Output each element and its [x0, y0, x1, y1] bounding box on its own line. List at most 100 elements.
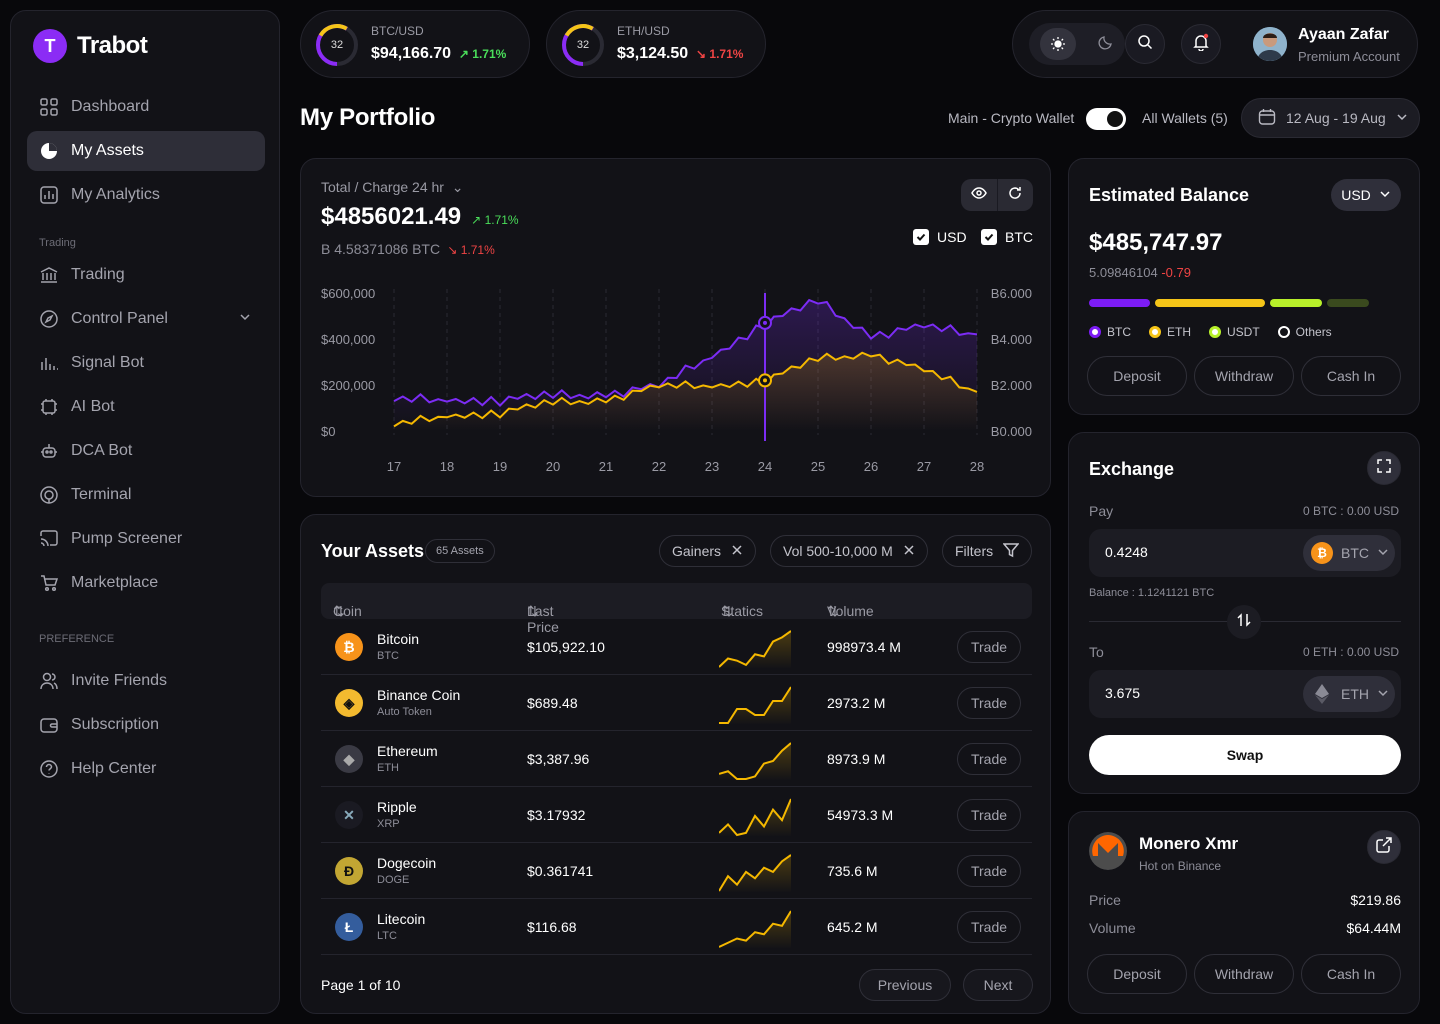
table-row[interactable]: Ð Dogecoin DOGE $0.361741 735.6 M Trade — [321, 843, 1032, 899]
cash-in-button[interactable]: Cash In — [1301, 954, 1401, 994]
search-button[interactable] — [1125, 24, 1165, 64]
assets-card: Your Assets 65 Assets Gainers Vol 500-10… — [300, 514, 1051, 1014]
sidebar-item-control-panel[interactable]: Control Panel — [27, 299, 265, 339]
close-icon[interactable] — [731, 543, 743, 559]
previous-button[interactable]: Previous — [859, 969, 951, 1001]
date-range-picker[interactable]: 12 Aug - 19 Aug — [1241, 98, 1420, 138]
sparkline-area — [719, 687, 791, 725]
to-amount-field[interactable]: 3.675 ETH — [1089, 670, 1401, 718]
sidebar-item-my-analytics[interactable]: My Analytics — [27, 175, 265, 215]
sidebar-item-help-center[interactable]: Help Center — [27, 749, 265, 789]
total-period-select[interactable]: Total / Charge 24 hr ⌄ — [321, 179, 463, 196]
next-button[interactable]: Next — [963, 969, 1033, 1001]
sidebar-item-label: Terminal — [71, 486, 132, 503]
refresh-button[interactable] — [998, 179, 1034, 211]
hover-point-usd-core — [763, 320, 767, 325]
signal-icon — [39, 353, 59, 373]
trading-section-label: Trading — [39, 237, 76, 249]
cash-in-button[interactable]: Cash In — [1301, 356, 1401, 396]
sidebar-item-invite-friends[interactable]: Invite Friends — [27, 661, 265, 701]
to-amount-input[interactable]: 3.675 — [1105, 685, 1141, 701]
sidebar-item-subscription[interactable]: Subscription — [27, 705, 265, 745]
table-row[interactable]: ◆ Ethereum ETH $3,387.96 8973.9 M Trade — [321, 731, 1032, 787]
wallet-switch[interactable] — [1086, 108, 1126, 130]
theme-toggle[interactable] — [1029, 23, 1125, 65]
chevron-down-icon — [1396, 110, 1408, 126]
table-row[interactable]: ✕ Ripple XRP $3.17932 54973.3 M Trade — [321, 787, 1032, 843]
y-left-tick-label: $600,000 — [321, 286, 375, 301]
sidebar-item-label: DCA Bot — [71, 442, 133, 459]
sidebar-item-pump-screener[interactable]: Pump Screener — [27, 519, 265, 559]
table-row[interactable]: ₿ Bitcoin BTC $105,922.10 998973.4 M Trade — [321, 619, 1032, 675]
volume-value: $64.44M — [1346, 920, 1401, 936]
trade-button[interactable]: Trade — [957, 799, 1021, 831]
table-row[interactable]: Ł Litecoin LTC $116.68 645.2 M Trade — [321, 899, 1032, 955]
withdraw-button[interactable]: Withdraw — [1194, 356, 1294, 396]
filters-button[interactable]: Filters — [942, 535, 1033, 567]
withdraw-button[interactable]: Withdraw — [1194, 954, 1294, 994]
portfolio-line-chart[interactable]: 17 18 19 20 21 22 23 24 25 26 27 28 $600,000 $400,000… — [301, 277, 1052, 487]
sidebar-item-dca-bot[interactable]: DCA Bot — [27, 431, 265, 471]
deposit-button[interactable]: Deposit — [1087, 954, 1187, 994]
pay-amount-input[interactable]: 0.4248 — [1105, 544, 1148, 560]
swap-button[interactable]: Swap — [1089, 735, 1401, 775]
table-row[interactable]: ◈ Binance Coin Auto Token $689.48 2973.2 M Tr… — [321, 675, 1032, 731]
avatar[interactable] — [1253, 27, 1287, 61]
sidebar-item-trading[interactable]: Trading — [27, 255, 265, 295]
swap-direction-button[interactable] — [1227, 605, 1261, 639]
sidebar-item-marketplace[interactable]: Marketplace — [27, 563, 265, 603]
ticker-eth[interactable]: 32 ETH/USD $3,124.50 ↘ 1.71% — [546, 10, 766, 78]
expand-button[interactable] — [1367, 451, 1401, 485]
bitcoin-icon: ₿ — [1311, 542, 1333, 564]
trade-button[interactable]: Trade — [957, 687, 1021, 719]
btc-checkbox[interactable]: BTC — [981, 229, 1033, 245]
moon-icon[interactable] — [1098, 34, 1114, 55]
to-coin-select[interactable]: ETH — [1303, 676, 1395, 712]
sidebar-item-label: My Assets — [71, 142, 144, 159]
sidebar-item-dashboard[interactable]: Dashboard — [27, 87, 265, 127]
coin-icon: ◈ — [335, 689, 363, 717]
external-link-icon — [1376, 836, 1392, 858]
coin-symbol: BTC — [377, 650, 399, 662]
trade-button[interactable]: Trade — [957, 631, 1021, 663]
sidebar-item-my-assets[interactable]: My Assets — [27, 131, 265, 171]
btc-checkbox-label: BTC — [1005, 229, 1033, 245]
series-line-usd — [393, 298, 978, 407]
currency-select[interactable]: USD — [1331, 179, 1401, 211]
pay-amount-field[interactable]: 0.4248 ₿ BTC — [1089, 529, 1401, 577]
hover-point-btc-core — [763, 378, 767, 383]
last-price: $116.68 — [527, 919, 577, 935]
sidebar-item-terminal[interactable]: Terminal — [27, 475, 265, 515]
ring-percent: 32 — [330, 39, 344, 51]
open-external-button[interactable] — [1367, 830, 1401, 864]
close-icon[interactable] — [903, 543, 915, 559]
total-period-label: Total / Charge 24 hr — [321, 179, 444, 195]
hot-coin-price-row: Price $219.86 — [1089, 892, 1401, 908]
chevron-down-icon — [1377, 686, 1389, 702]
hot-coin-card: Monero Xmr Hot on Binance Price $219.86 … — [1068, 811, 1420, 1014]
filter-chip-gainers[interactable]: Gainers — [659, 535, 757, 567]
pay-coin-select[interactable]: ₿ BTC — [1303, 535, 1395, 571]
ticker-change: ↘ 1.71% — [693, 47, 743, 61]
brand-logo[interactable]: T Trabot — [33, 29, 148, 63]
trade-button[interactable]: Trade — [957, 855, 1021, 887]
ticker-btc[interactable]: 32 BTC/USD $94,166.70 ↗ 1.71% — [300, 10, 530, 78]
btc-change: ↘ 1.71% — [444, 243, 494, 257]
deposit-button[interactable]: Deposit — [1087, 356, 1187, 396]
visibility-button[interactable] — [961, 179, 998, 211]
coin-icon: Ł — [335, 913, 363, 941]
trade-button[interactable]: Trade — [957, 911, 1021, 943]
volume: 2973.2 M — [827, 695, 886, 711]
trade-button[interactable]: Trade — [957, 743, 1021, 775]
sun-icon[interactable] — [1040, 28, 1076, 60]
portfolio-chart-card: Total / Charge 24 hr ⌄ $4856021.49 ↗ 1.7… — [300, 158, 1051, 497]
sidebar-item-ai-bot[interactable]: AI Bot — [27, 387, 265, 427]
notifications-button[interactable] — [1181, 24, 1221, 64]
user-name[interactable]: Ayaan Zafar — [1298, 26, 1389, 43]
legend-btc: BTC — [1089, 325, 1131, 339]
sidebar-item-signal-bot[interactable]: Signal Bot — [27, 343, 265, 383]
sidebar: T Trabot Dashboard My Assets My Analytic… — [10, 10, 280, 1014]
filter-chip-volume[interactable]: Vol 500-10,000 M — [770, 535, 928, 567]
x-tick-label: 18 — [440, 459, 454, 474]
usd-checkbox[interactable]: USD — [913, 229, 967, 245]
